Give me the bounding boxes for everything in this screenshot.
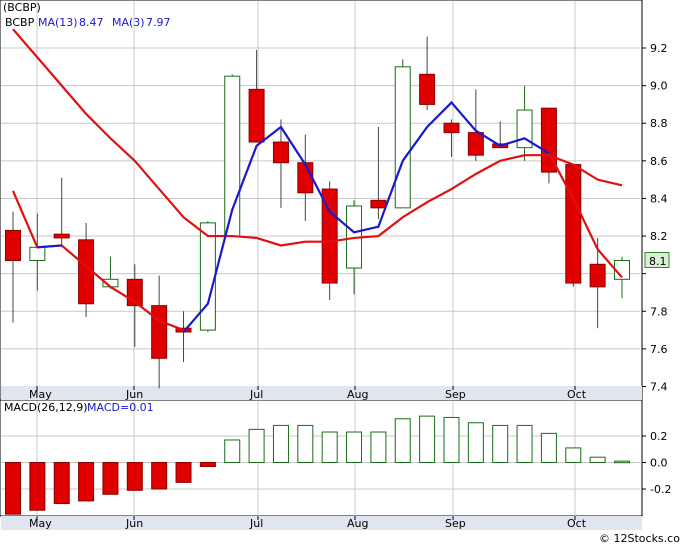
macd-value-label: MACD=0.01: [87, 401, 154, 414]
macd-bar-negative: [199, 462, 216, 467]
candle-down: [467, 132, 484, 156]
macd-bar-negative: [126, 462, 143, 491]
legend-ticker: BCBP: [5, 16, 35, 29]
month-label-top: Oct: [567, 388, 587, 401]
macd-bar-positive: [492, 424, 509, 463]
macd-bar-positive: [248, 428, 265, 463]
candle-down: [589, 263, 606, 288]
macd-params-label: MACD(26,12,9): [4, 401, 88, 414]
macd-bar-negative: [53, 462, 70, 505]
candle-up: [516, 109, 533, 149]
moving-averages: [11, 28, 623, 333]
ma3-line-blue-left: [37, 244, 62, 249]
macd-bar-positive: [614, 460, 630, 464]
month-label-bottom: May: [29, 517, 52, 530]
candle-down: [248, 88, 265, 143]
month-label-bottom: Oct: [567, 517, 587, 530]
price-tick-label: 7.4: [650, 381, 668, 394]
price-y-axis: 7.4 7.6 7.8 8.2 8.4 8.6 8.8 9.0 9.2: [642, 42, 668, 394]
candle-up: [29, 246, 46, 262]
macd-tick-label: 0.2: [650, 430, 668, 443]
macd-bar-negative: [29, 462, 46, 511]
month-label-top: Jul: [249, 388, 263, 401]
candle-down: [370, 199, 387, 209]
macd-bars: [5, 415, 630, 515]
price-tick-label: 8.2: [650, 230, 668, 243]
month-label-bottom: Aug: [347, 517, 368, 530]
candle-down: [419, 73, 436, 105]
ma3-line-red-right: [547, 152, 623, 279]
price-tick-label: 8.8: [650, 117, 668, 130]
price-grid: [1, 1, 640, 516]
legend-ma3-label: MA(3): [112, 16, 145, 29]
price-tick-label: 9.0: [650, 80, 668, 93]
candle-down: [297, 162, 314, 194]
month-label-bottom: Sep: [445, 517, 466, 530]
axis-strip-bottom: [1, 516, 642, 530]
macd-bar-negative: [151, 462, 168, 490]
price-panel-frame: [0, 0, 643, 401]
macd-bar-positive: [589, 456, 606, 464]
macd-bar-negative: [5, 462, 21, 515]
macd-bar-positive: [321, 431, 338, 463]
macd-bar-positive: [394, 418, 411, 463]
price-tick-label: 8.6: [650, 155, 668, 168]
legend-ma13-value: 8.47: [79, 16, 104, 29]
month-label-top: Sep: [445, 388, 466, 401]
legend-ma3-value: 7.97: [146, 16, 171, 29]
candle-up: [199, 222, 216, 331]
macd-bar-positive: [467, 422, 484, 463]
month-label-top: Jun: [125, 388, 143, 401]
macd-bar-positive: [297, 424, 314, 463]
macd-bar-positive: [540, 432, 557, 464]
price-tick-label: 9.2: [650, 42, 668, 55]
legend-ma13-label: MA(13): [38, 16, 78, 29]
candle-down: [443, 122, 460, 134]
macd-bar-positive: [224, 439, 241, 464]
macd-panel-frame: [0, 399, 643, 517]
axis-strip-top: [1, 386, 642, 400]
macd-bar-positive: [272, 424, 289, 463]
price-tag-box: [644, 252, 670, 269]
candle-down: [151, 305, 168, 359]
month-label-bottom: Jun: [125, 517, 143, 530]
candle-down: [272, 141, 289, 164]
price-tag-value: 8.1: [649, 255, 667, 268]
macd-tick-label: 0.0: [650, 457, 668, 470]
price-tick-label: 8.4: [650, 192, 668, 205]
month-label-top: Aug: [347, 388, 368, 401]
macd-bar-positive: [370, 431, 387, 463]
macd-bar-positive: [419, 415, 436, 463]
macd-bar-positive: [443, 416, 460, 464]
macd-bar-negative: [102, 462, 119, 495]
macd-tick-label: -0.2: [650, 483, 671, 496]
month-label-bottom: Jul: [249, 517, 263, 530]
macd-y-axis: 0.2 0.0 -0.2: [642, 430, 671, 496]
candle-down: [53, 233, 70, 239]
macd-bar-positive: [346, 431, 363, 463]
watermark: © 12Stocks.com: [599, 532, 680, 545]
price-tick-label: 7.6: [650, 343, 668, 356]
candle-down: [565, 164, 582, 284]
month-x-axis: May May Jun Jun Jul Jul Aug Aug Sep Sep Oct Oct: [29, 386, 587, 530]
price-tick-label: 7.8: [650, 305, 668, 318]
macd-bar-positive: [516, 424, 533, 463]
candle-up: [394, 66, 411, 209]
month-label-top: May: [29, 388, 52, 401]
macd-bar-negative: [78, 462, 95, 502]
macd-bar-negative: [175, 462, 192, 483]
chart-title: (BCBP): [3, 1, 41, 14]
candle-down: [321, 188, 338, 284]
candle-down: [5, 229, 21, 262]
macd-bar-positive: [565, 447, 582, 463]
ma3-line-blue: [182, 100, 550, 333]
ma13-line: [12, 28, 623, 247]
